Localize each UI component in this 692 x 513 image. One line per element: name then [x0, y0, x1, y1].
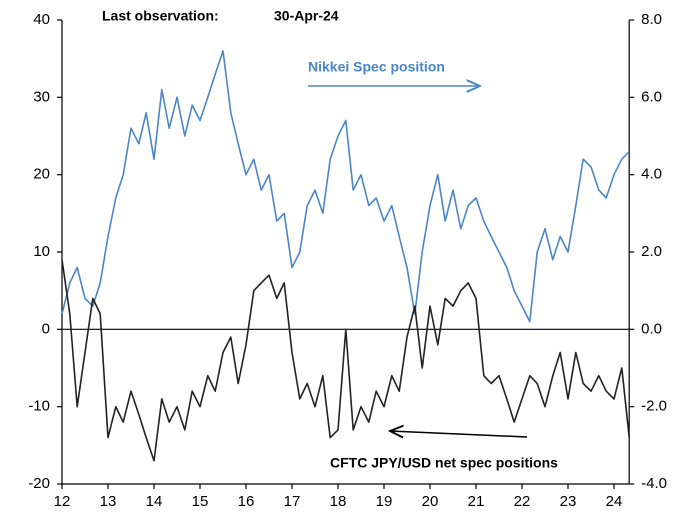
- x-tick-label: 17: [284, 493, 301, 510]
- y2-tick-label: 0.0: [641, 320, 662, 337]
- x-tick-label: 18: [330, 493, 347, 510]
- y2-tick-label: 2.0: [641, 243, 662, 260]
- y-tick-label: 40: [33, 11, 50, 28]
- annotation: CFTC JPY/USD net spec positions: [330, 455, 558, 471]
- annotation: Nikkei Spec position: [308, 59, 445, 75]
- y-tick-label: -20: [28, 475, 50, 492]
- x-tick-label: 24: [606, 493, 623, 510]
- x-tick-label: 15: [192, 493, 209, 510]
- annotation: Last observation:: [102, 8, 219, 24]
- x-tick-label: 23: [560, 493, 577, 510]
- y2-tick-label: -2.0: [641, 398, 667, 415]
- y-tick-label: 30: [33, 88, 50, 105]
- arrow: [390, 431, 528, 437]
- y2-tick-label: 8.0: [641, 11, 662, 28]
- y-tick-label: -10: [28, 398, 50, 415]
- y-tick-label: 20: [33, 166, 50, 183]
- series-line: [61, 50, 630, 323]
- y2-tick-label: -4.0: [641, 475, 667, 492]
- y2-tick-label: 4.0: [641, 166, 662, 183]
- x-tick-label: 22: [514, 493, 531, 510]
- y-tick-label: 0: [42, 320, 50, 337]
- x-tick-label: 16: [238, 493, 255, 510]
- x-tick-label: 20: [422, 493, 439, 510]
- x-tick-label: 14: [146, 493, 163, 510]
- y-tick-label: 10: [33, 243, 50, 260]
- x-tick-label: 21: [468, 493, 485, 510]
- y2-tick-label: 6.0: [641, 88, 662, 105]
- x-tick-label: 13: [100, 493, 117, 510]
- annotation: 30-Apr-24: [274, 8, 339, 24]
- x-tick-label: 12: [54, 493, 71, 510]
- x-tick-label: 19: [376, 493, 393, 510]
- series-line: [61, 259, 630, 462]
